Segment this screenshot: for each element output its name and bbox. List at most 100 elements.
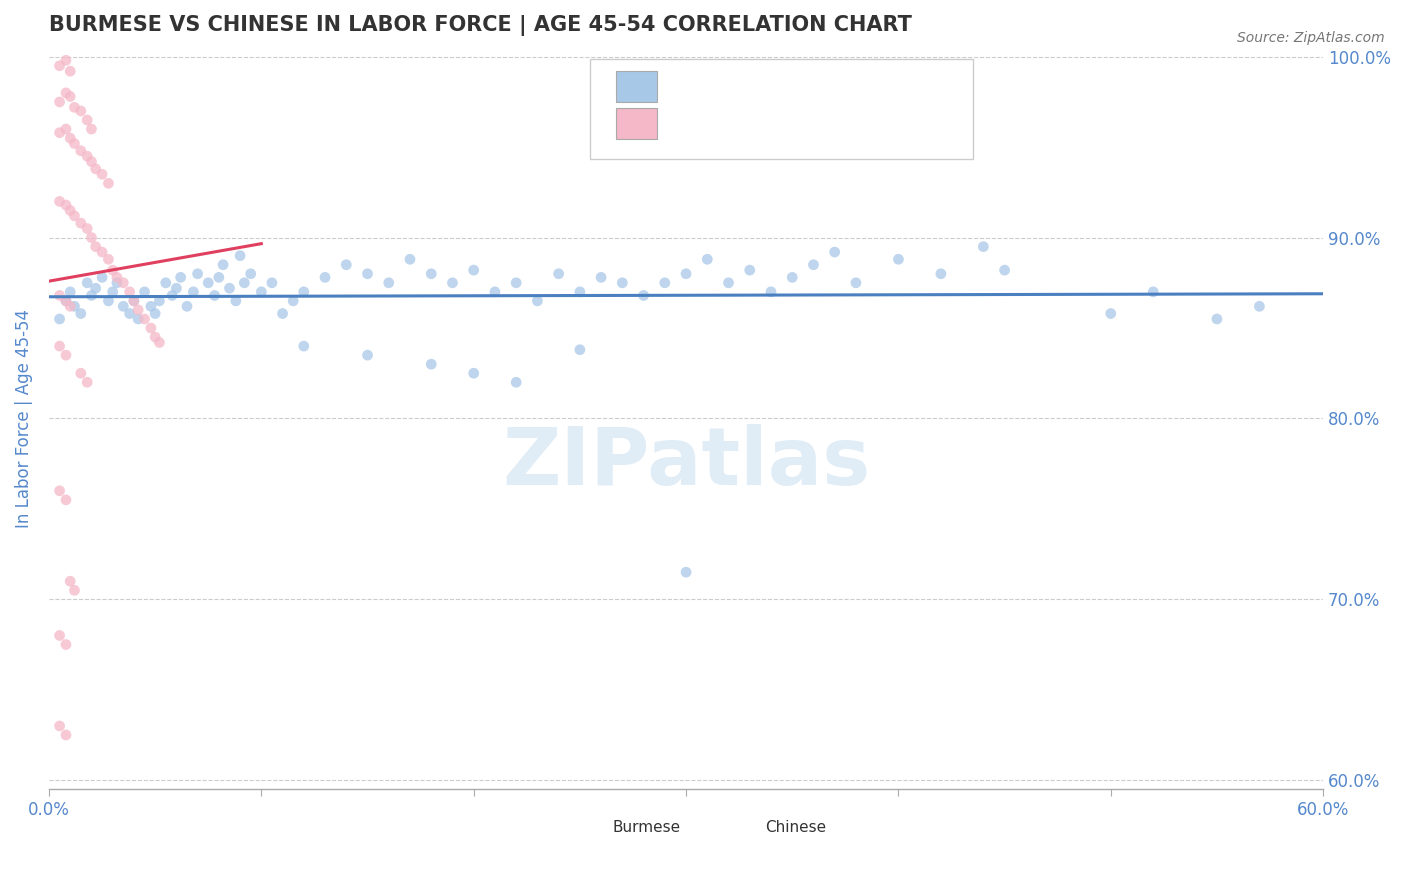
Point [994,263,1017,277]
Point [127,312,149,326]
Point [48,628,70,642]
Point [505,276,527,290]
Point [148,335,170,350]
Point [101,285,124,299]
Point [484,285,506,299]
Point [55,492,77,507]
Point [80,230,103,244]
Point [260,276,283,290]
Point [101,263,124,277]
Point [204,288,226,302]
FancyBboxPatch shape [731,815,759,838]
Point [356,267,378,281]
Point [97,177,120,191]
Point [69,144,91,158]
Point [84,161,107,176]
Point [63,136,86,151]
Point [48,483,70,498]
Point [69,103,91,118]
Point [55,86,77,100]
Text: Burmese: Burmese [612,820,681,835]
Point [118,285,141,299]
FancyBboxPatch shape [616,70,657,102]
Point [292,285,315,299]
Point [612,276,634,290]
Point [505,376,527,390]
Point [1099,307,1122,321]
Point [271,307,294,321]
Point [824,245,846,260]
Point [59,64,82,78]
Point [55,348,77,362]
Point [84,281,107,295]
Point [63,209,86,223]
Point [356,348,378,362]
Point [675,565,697,579]
Point [568,343,591,357]
Point [143,330,166,344]
Point [55,293,77,308]
Text: Chinese: Chinese [765,820,827,835]
Point [233,276,256,290]
Point [118,307,141,321]
Point [134,312,156,326]
Point [59,89,82,103]
Point [929,267,952,281]
Point [250,285,273,299]
Point [165,281,187,295]
Point [63,583,86,598]
Point [229,249,252,263]
Point [59,574,82,589]
Point [420,267,443,281]
Point [696,252,718,267]
Point [84,239,107,253]
Point [148,293,170,308]
Point [314,270,336,285]
Point [55,54,77,68]
Text: ZIPatlas: ZIPatlas [502,424,870,502]
Point [55,198,77,212]
Point [69,216,91,230]
Point [526,293,548,308]
Point [160,288,183,302]
Point [887,252,910,267]
Point [463,366,485,380]
Point [225,293,247,308]
Point [420,357,443,371]
Point [803,258,825,272]
Point [633,288,655,302]
Point [48,194,70,209]
Point [69,366,91,380]
Point [55,293,77,308]
Point [80,288,103,302]
Point [568,285,591,299]
Point [55,122,77,136]
Point [76,149,98,163]
Point [59,299,82,313]
Point [675,267,697,281]
Y-axis label: In Labor Force | Age 45-54: In Labor Force | Age 45-54 [15,309,32,528]
Point [738,263,761,277]
Point [76,221,98,235]
Point [441,276,464,290]
Point [48,312,70,326]
Point [399,252,422,267]
Point [80,154,103,169]
Point [143,307,166,321]
Text: Source: ZipAtlas.com: Source: ZipAtlas.com [1237,31,1385,45]
Point [59,131,82,145]
Point [48,95,70,109]
Point [169,270,191,285]
Point [76,113,98,128]
Point [76,276,98,290]
Point [155,276,177,290]
Point [97,293,120,308]
Text: R = 0.360   N = 78: R = 0.360 N = 78 [666,70,837,88]
Point [845,276,868,290]
FancyBboxPatch shape [578,815,606,838]
Point [55,728,77,742]
Point [187,267,209,281]
Point [463,263,485,277]
Point [105,276,128,290]
Point [1206,312,1229,326]
